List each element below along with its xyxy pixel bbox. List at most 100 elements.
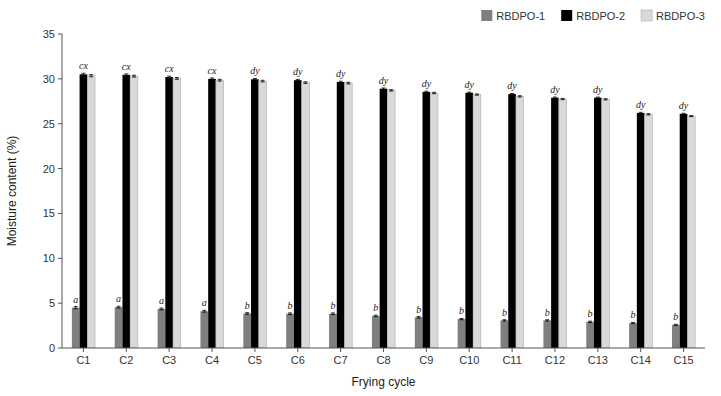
y-tick-label: 15: [43, 207, 55, 219]
bar: [87, 76, 95, 348]
x-tick-label: C8: [376, 354, 390, 366]
error-cap: [596, 98, 600, 99]
error-cap: [646, 114, 650, 115]
bar: [173, 78, 181, 348]
error-cap: [689, 115, 693, 116]
error-cap: [545, 319, 549, 320]
error-cap: [253, 80, 257, 81]
error-cap: [218, 79, 222, 80]
bar: [516, 96, 524, 348]
bar: [559, 99, 567, 348]
bar: [286, 314, 294, 348]
bar: [501, 320, 509, 348]
y-tick: [58, 348, 62, 349]
y-tick-label: 5: [49, 297, 55, 309]
bar: [473, 95, 481, 348]
error-cap: [460, 318, 464, 319]
bar: [372, 316, 380, 348]
annotation: cx: [208, 65, 217, 76]
error-cap: [460, 319, 464, 320]
annotation: b: [630, 309, 635, 320]
error-cap: [288, 312, 292, 313]
bar: [165, 77, 173, 348]
error-bar: [132, 75, 136, 77]
error-cap: [253, 78, 257, 79]
error-bar: [210, 78, 214, 80]
bar: [329, 314, 337, 348]
bar: [458, 319, 466, 348]
y-tick: [58, 213, 62, 214]
legend-label: RBDPO-3: [656, 10, 705, 22]
error-cap: [89, 74, 93, 75]
error-cap: [639, 113, 643, 114]
error-cap: [682, 113, 686, 114]
error-cap: [674, 324, 678, 325]
error-cap: [389, 91, 393, 92]
bar: [637, 113, 645, 348]
annotation: dy: [336, 68, 346, 79]
bar: [216, 80, 224, 348]
annotation: a: [116, 293, 121, 304]
error-bar: [89, 75, 93, 77]
error-bar: [689, 116, 693, 117]
error-cap: [117, 308, 121, 309]
annotation: dy: [550, 84, 560, 95]
error-cap: [175, 77, 179, 78]
x-tick: [169, 348, 170, 352]
bar: [72, 308, 80, 348]
legend-label: RBDPO-2: [576, 10, 625, 22]
error-cap: [604, 98, 608, 99]
error-cap: [382, 88, 386, 89]
legend-item: RBDPO-3: [641, 10, 705, 22]
annotation: a: [73, 294, 78, 305]
error-cap: [553, 97, 557, 98]
annotation: dy: [465, 79, 475, 90]
error-cap: [331, 312, 335, 313]
x-tick-label: C3: [162, 354, 176, 366]
x-tick-label: C13: [588, 354, 608, 366]
error-cap: [467, 93, 471, 94]
error-cap: [339, 82, 343, 83]
bar: [586, 322, 594, 348]
chart: 05101520253035aaaabbbbbbbbbbbcxcxcxcxdyd…: [0, 0, 721, 396]
annotation: cx: [79, 60, 88, 71]
annotation: b: [588, 308, 593, 319]
bar: [200, 311, 208, 348]
bar: [243, 313, 251, 348]
bar: [430, 93, 438, 348]
y-tick: [58, 258, 62, 259]
x-tick-label: C15: [673, 354, 693, 366]
x-tick-label: C7: [334, 354, 348, 366]
error-cap: [432, 93, 436, 94]
x-tick-label: C2: [119, 354, 133, 366]
x-tick: [83, 348, 84, 352]
error-cap: [417, 318, 421, 319]
error-bar: [159, 308, 163, 310]
error-bar: [646, 114, 650, 115]
error-cap: [81, 75, 85, 76]
error-cap: [245, 312, 249, 313]
annotation: dy: [636, 99, 646, 110]
error-cap: [296, 81, 300, 82]
bar: [687, 116, 695, 348]
y-tick: [58, 303, 62, 304]
error-bar: [331, 313, 335, 315]
error-bar: [218, 79, 222, 81]
x-tick-label: C6: [291, 354, 305, 366]
bar: [672, 325, 680, 348]
error-cap: [132, 75, 136, 76]
error-bar: [81, 73, 85, 75]
error-cap: [432, 92, 436, 93]
bar: [259, 81, 267, 348]
annotation: b: [459, 305, 464, 316]
error-bar: [253, 78, 257, 80]
error-bar: [417, 317, 421, 318]
error-cap: [261, 80, 265, 81]
error-bar: [424, 91, 428, 92]
error-cap: [374, 316, 378, 317]
bar: [508, 94, 516, 348]
annotation: a: [159, 295, 164, 306]
error-cap: [510, 94, 514, 95]
bar: [302, 83, 310, 348]
error-cap: [424, 92, 428, 93]
